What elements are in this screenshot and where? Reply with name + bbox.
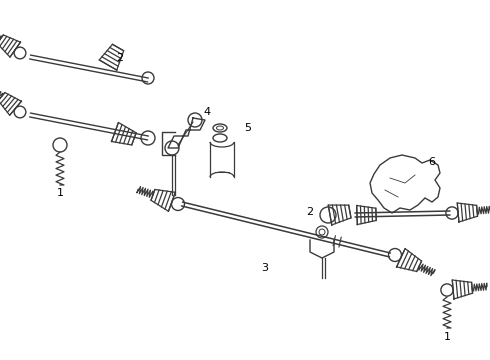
Text: 1: 1 <box>443 332 450 342</box>
Text: 4: 4 <box>203 107 211 117</box>
Text: 2: 2 <box>117 53 123 63</box>
Text: 1: 1 <box>56 188 64 198</box>
Text: 5: 5 <box>245 123 251 133</box>
Text: 6: 6 <box>428 157 436 167</box>
Text: 3: 3 <box>262 263 269 273</box>
Text: 2: 2 <box>306 207 314 217</box>
